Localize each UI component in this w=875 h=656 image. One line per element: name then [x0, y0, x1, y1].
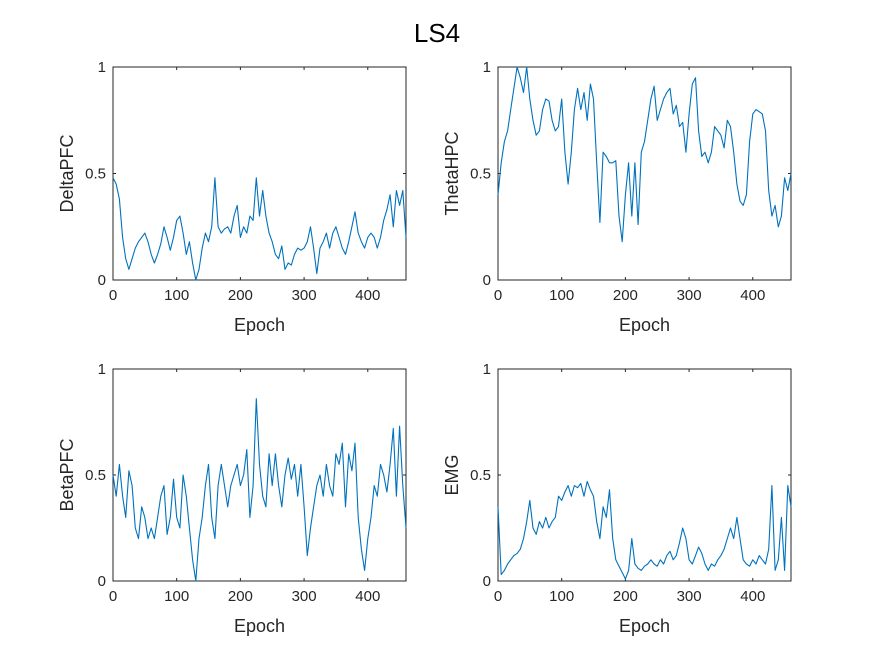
subplot-betapfc-ytick-label: 1	[98, 361, 106, 378]
subplot-deltapfc-ytick-label: 1	[98, 59, 106, 76]
subplot-deltapfc-series-line	[112, 177, 407, 281]
subplot-thetahpc-xtick-label: 400	[740, 287, 765, 304]
subplot-betapfc-ytick-label: 0.5	[85, 467, 106, 484]
subplot-emg-ytick-label: 0.5	[470, 467, 491, 484]
subplot-betapfc-xlabel: Epoch	[234, 616, 285, 636]
subplot-betapfc: 0 100 200 300 400 0 0.5 1 Epoch BetaPFC	[57, 361, 407, 636]
subplot-thetahpc-ylabel: ThetaHPC	[442, 131, 462, 215]
subplot-emg-xtick-label: 100	[549, 588, 574, 605]
subplot-emg-xtick-label: 0	[494, 588, 502, 605]
subplot-thetahpc-ytick-label: 0	[483, 272, 491, 289]
subplot-thetahpc-xlabel: Epoch	[619, 315, 670, 335]
subplot-deltapfc-xtick-label: 300	[292, 287, 317, 304]
subplot-emg-xlabel: Epoch	[619, 616, 670, 636]
subplot-deltapfc-xtick-label: 0	[109, 287, 117, 304]
subplot-thetahpc: 0 100 200 300 400 0 0.5 1 Epoch ThetaHPC	[442, 59, 792, 335]
subplot-emg-xtick-label: 200	[613, 588, 638, 605]
subplot-emg-ytick-label: 0	[483, 573, 491, 590]
subplot-betapfc-ytick-label: 0	[98, 573, 106, 590]
figure-title: LS4	[414, 18, 460, 48]
subplot-betapfc-xtick-label: 100	[164, 588, 189, 605]
subplot-deltapfc-xtick-label: 200	[228, 287, 253, 304]
subplot-betapfc-ylabel: BetaPFC	[57, 438, 77, 511]
subplot-thetahpc-xtick-label: 200	[613, 287, 638, 304]
subplot-betapfc-xtick-label: 0	[109, 588, 117, 605]
subplot-deltapfc-xtick-label: 400	[355, 287, 380, 304]
subplot-betapfc-xtick-label: 300	[292, 588, 317, 605]
subplot-thetahpc-xtick-label: 0	[494, 287, 502, 304]
subplot-emg-ylabel: EMG	[442, 454, 462, 495]
subplot-emg-axes-box	[497, 368, 792, 582]
subplot-betapfc-axes-box	[112, 368, 407, 582]
subplot-thetahpc-axes-box	[497, 66, 792, 281]
subplot-thetahpc-xtick-label: 100	[549, 287, 574, 304]
subplot-deltapfc-xtick-label: 100	[164, 287, 189, 304]
subplot-deltapfc-ytick-label: 0.5	[85, 166, 106, 183]
subplot-deltapfc-ytick-label: 0	[98, 272, 106, 289]
subplot-betapfc-xtick-label: 400	[355, 588, 380, 605]
subplot-deltapfc-axes-box	[112, 66, 407, 281]
subplot-emg: 0 100 200 300 400 0 0.5 1 Epoch EMG	[442, 361, 792, 636]
subplot-thetahpc-xtick-label: 300	[677, 287, 702, 304]
subplot-deltapfc-ylabel: DeltaPFC	[57, 134, 77, 212]
subplot-betapfc-xtick-label: 200	[228, 588, 253, 605]
subplot-emg-series-line	[497, 480, 792, 580]
subplot-emg-ytick-label: 1	[483, 361, 491, 378]
subplot-thetahpc-ytick-label: 0.5	[470, 166, 491, 183]
subplot-emg-xtick-label: 400	[740, 588, 765, 605]
subplot-deltapfc: 0 100 200 300 400 0 0.5 1 Epoch DeltaPFC	[57, 59, 407, 335]
subplot-betapfc-series-line	[112, 398, 407, 582]
subplot-thetahpc-ytick-label: 1	[483, 59, 491, 76]
subplot-deltapfc-xlabel: Epoch	[234, 315, 285, 335]
subplot-thetahpc-series-line	[497, 66, 792, 243]
subplot-emg-xtick-label: 300	[677, 588, 702, 605]
